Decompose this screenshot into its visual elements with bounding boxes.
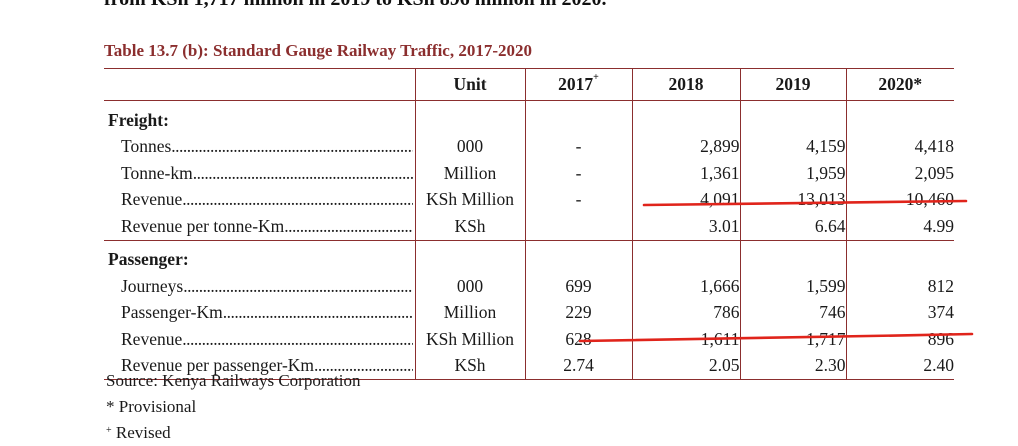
table-row: Revenue KSh Million 628 1,611 1,717 896 bbox=[104, 326, 954, 353]
source-note: Source: Kenya Railways Corporation bbox=[106, 371, 361, 390]
row-unit: 000 bbox=[414, 133, 525, 160]
row-label: Revenue per tonne-Km bbox=[121, 215, 285, 236]
table-row: Revenue per passenger-Km KSh 2.74 2.05 2… bbox=[104, 352, 954, 380]
row-unit: 000 bbox=[414, 273, 525, 300]
cell-2017: - bbox=[524, 160, 632, 187]
header-row: Unit 2017+ 2018 2019 2020* bbox=[104, 68, 954, 101]
intro-text: from KSh 1,717 million in 2019 to KSh 89… bbox=[104, 0, 606, 11]
row-label: Tonnes bbox=[121, 136, 172, 157]
table-row: Tonnes 000 - 2,899 4,159 4,418 bbox=[104, 133, 954, 160]
cell-2020: 4,418 bbox=[845, 133, 954, 160]
row-unit: KSh Million bbox=[414, 186, 525, 213]
cell-2020: 896 bbox=[845, 326, 954, 353]
cell-2020: 4.99 bbox=[845, 213, 954, 240]
cell-2020: 2,095 bbox=[845, 160, 954, 187]
row-label: Revenue per passenger-Km bbox=[121, 355, 315, 376]
row-label: Revenue bbox=[121, 328, 183, 349]
cell-2019: 13,013 bbox=[739, 186, 846, 213]
section-title-passenger: Passenger: bbox=[104, 239, 415, 273]
cell-2018: 1,361 bbox=[631, 160, 740, 187]
cell-2019: 1,599 bbox=[739, 273, 846, 300]
cell-2017: 2.74 bbox=[524, 352, 632, 380]
header-2017-text: 2017 bbox=[558, 74, 594, 94]
cell-2018: 2,899 bbox=[631, 133, 740, 160]
cell-2017 bbox=[524, 213, 632, 240]
section-title-row: Passenger: bbox=[104, 239, 954, 273]
cell-2019: 1,959 bbox=[739, 160, 846, 187]
provisional-note: * Provisional bbox=[106, 397, 197, 416]
cell-2019: 6.64 bbox=[739, 213, 846, 240]
table-row: Journeys 000 699 1,666 1,599 812 bbox=[104, 273, 954, 300]
revised-note-mark: + bbox=[106, 425, 112, 436]
cell-2018: 1,666 bbox=[631, 273, 740, 300]
revised-mark: + bbox=[593, 72, 599, 83]
cell-2020: 374 bbox=[845, 299, 954, 326]
table-row: Tonne-km Million - 1,361 1,959 2,095 bbox=[104, 160, 954, 187]
cell-2018: 1,611 bbox=[631, 326, 740, 353]
section-title-row: Freight: bbox=[104, 100, 954, 134]
row-unit: KSh bbox=[414, 213, 525, 240]
cell-2020: 812 bbox=[845, 273, 954, 300]
header-2017: 2017+ bbox=[524, 68, 632, 101]
freight-section: Freight: Tonnes 000 - 2,899 4,159 4,418 … bbox=[104, 100, 954, 240]
table-row: Revenue KSh Million - 4,091 13,013 10,46… bbox=[104, 186, 954, 213]
cell-2017: - bbox=[524, 133, 632, 160]
table-row: Passenger-Km Million 229 786 746 374 bbox=[104, 299, 954, 326]
row-label: Journeys bbox=[121, 275, 184, 296]
header-2018: 2018 bbox=[631, 68, 740, 101]
header-label bbox=[104, 68, 415, 101]
cell-2019: 4,159 bbox=[739, 133, 846, 160]
row-unit: KSh Million bbox=[414, 326, 525, 353]
header-2020: 2020* bbox=[845, 68, 954, 101]
cell-2018: 4,091 bbox=[631, 186, 740, 213]
table-row: Revenue per tonne-Km KSh 3.01 6.64 4.99 bbox=[104, 213, 954, 240]
cell-2017: 628 bbox=[524, 326, 632, 353]
section-title-freight: Freight: bbox=[108, 109, 169, 130]
cell-2017: 699 bbox=[524, 273, 632, 300]
cell-2018: 786 bbox=[631, 299, 740, 326]
row-label: Revenue bbox=[121, 189, 183, 210]
cell-2017: 229 bbox=[524, 299, 632, 326]
table-caption: Table 13.7 (b): Standard Gauge Railway T… bbox=[104, 41, 533, 60]
row-label: Tonne-km bbox=[121, 162, 193, 183]
row-unit: Million bbox=[414, 299, 525, 326]
table-notes: Source: Kenya Railways Corporation * Pro… bbox=[106, 368, 360, 446]
railway-traffic-table: Unit 2017+ 2018 2019 2020* Freight: Tonn… bbox=[104, 68, 954, 380]
cell-2017: - bbox=[524, 186, 632, 213]
row-label: Passenger-Km bbox=[121, 302, 223, 323]
cell-2018: 3.01 bbox=[631, 213, 740, 240]
cell-2020: 2.40 bbox=[845, 352, 954, 380]
header-2019: 2019 bbox=[739, 68, 846, 101]
passenger-section: Passenger: Journeys 000 699 1,666 1,599 … bbox=[104, 239, 954, 380]
cell-2019: 2.30 bbox=[739, 352, 846, 380]
cell-2018: 2.05 bbox=[631, 352, 740, 380]
row-unit: Million bbox=[414, 160, 525, 187]
cell-2019: 1,717 bbox=[739, 326, 846, 353]
header-unit: Unit bbox=[414, 68, 525, 101]
cell-2019: 746 bbox=[739, 299, 846, 326]
row-unit: KSh bbox=[414, 352, 525, 380]
revised-note-text: Revised bbox=[115, 423, 171, 442]
revised-note: + Revised bbox=[106, 420, 360, 446]
cell-2020: 10,460 bbox=[845, 186, 954, 213]
